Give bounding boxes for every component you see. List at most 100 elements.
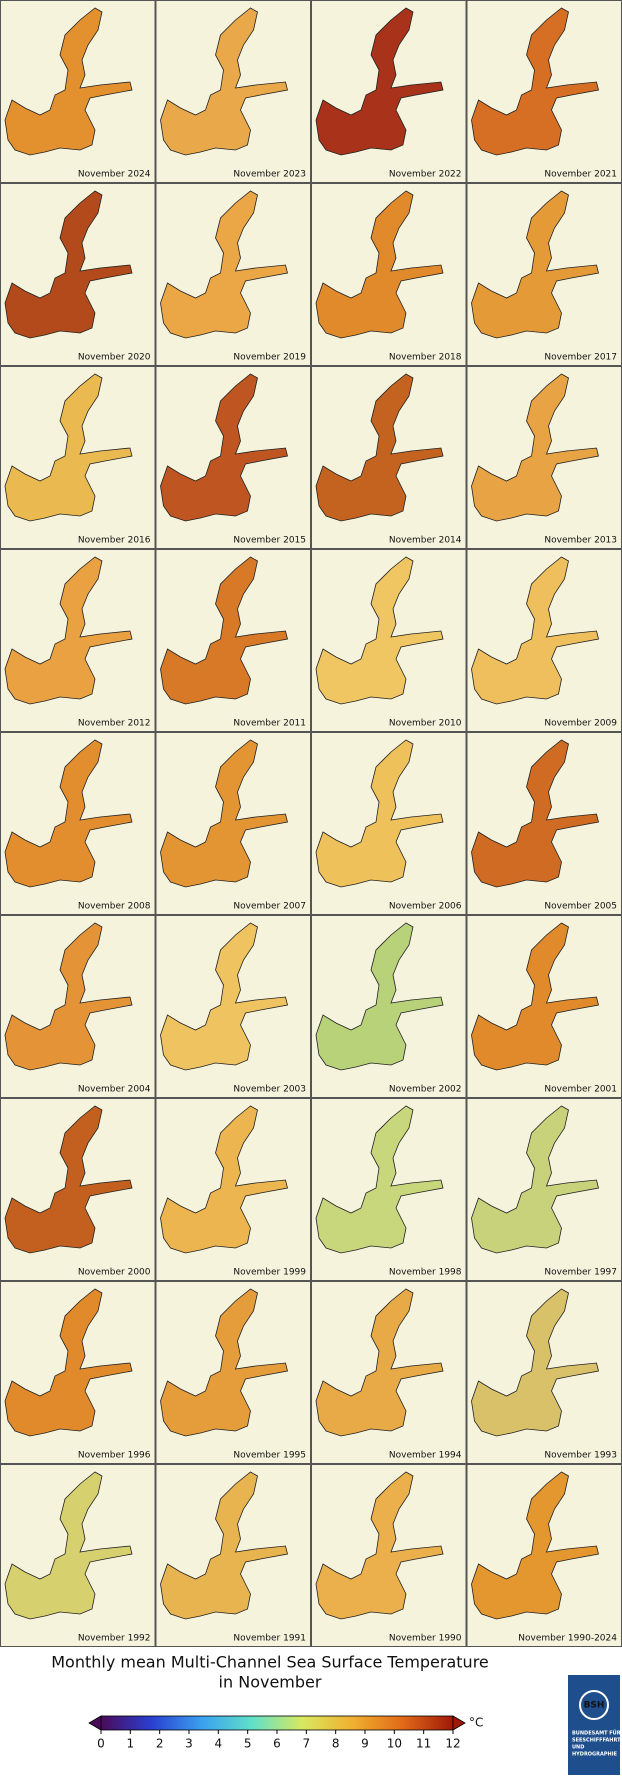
sea-area [160, 556, 288, 705]
panel-label: November 2004 [78, 1085, 151, 1095]
panel-label: November 1997 [544, 1268, 617, 1278]
panel-label: November 1991 [233, 1634, 306, 1644]
sea-area [4, 1105, 133, 1254]
sea-area [4, 190, 133, 339]
colorbar-tick-label: 10 [387, 1737, 402, 1751]
colorbar-tick-label: 12 [445, 1737, 460, 1751]
panel-label: November 2006 [389, 902, 462, 912]
map-panel: November 2024 [0, 0, 156, 183]
sea-area [160, 1471, 288, 1620]
map-panel: November 2023 [155, 0, 311, 183]
map-panel: November 2021 [466, 0, 622, 183]
panel-label: November 2011 [233, 719, 306, 729]
map-panel: November 1996 [0, 1281, 156, 1464]
map-panel: November 2022 [311, 0, 467, 183]
logo-text: SEESCHIFFFAHRT [572, 1738, 621, 1744]
map-panel: November 1997 [466, 1098, 622, 1281]
panel-label: November 2003 [233, 1085, 306, 1095]
map-panel: November 2014 [311, 366, 467, 549]
panel-label: November 2013 [544, 536, 617, 546]
map-panel: November 2005 [466, 732, 622, 915]
panel-label: November 2017 [544, 353, 617, 363]
logo-text: UND [572, 1745, 584, 1751]
panel-label: November 1995 [233, 1451, 306, 1461]
map-panel: November 1998 [311, 1098, 467, 1281]
map-panel: November 2002 [311, 915, 467, 1098]
sea-area [4, 556, 133, 705]
sea-area [471, 739, 599, 888]
panel-label: November 2019 [233, 353, 306, 363]
colorbar-tick-label: 2 [156, 1737, 164, 1751]
map-panel: November 2012 [0, 549, 156, 732]
panel-label: November 2009 [544, 719, 617, 729]
colorbar-tick-label: 6 [273, 1737, 281, 1751]
map-panel: November 2011 [155, 549, 311, 732]
colorbar-tick-label: 7 [303, 1737, 311, 1751]
colorbar-tick-label: 3 [185, 1737, 193, 1751]
colorbar-tick-label: 8 [332, 1737, 340, 1751]
sea-area [4, 373, 133, 522]
sea-area [471, 922, 599, 1071]
sea-area [4, 7, 133, 156]
sea-area [160, 1105, 288, 1254]
sea-area [315, 1288, 444, 1437]
map-panel: November 2010 [311, 549, 467, 732]
logo-text: BUNDESAMT FÜR [572, 1730, 621, 1737]
sea-area [315, 922, 444, 1071]
panel-label: November 2001 [544, 1085, 617, 1095]
map-panel: November 2016 [0, 366, 156, 549]
map-panel: November 1992 [0, 1464, 156, 1647]
sea-area [4, 1288, 133, 1437]
panel-label: November 2024 [78, 170, 151, 180]
panel-label: November 2023 [233, 170, 306, 180]
panel-label: November 2010 [389, 719, 462, 729]
sea-area [160, 922, 288, 1071]
legend-title: in November [219, 1673, 322, 1692]
sea-area [315, 1105, 444, 1254]
colorbar [100, 1715, 454, 1731]
panel-label: November 2012 [78, 719, 151, 729]
sea-area [160, 1288, 288, 1437]
sea-area [4, 1471, 133, 1620]
map-panel: November 1993 [466, 1281, 622, 1464]
map-panel: November 2015 [155, 366, 311, 549]
sea-area [315, 190, 444, 339]
panel-label: November 2007 [233, 902, 306, 912]
map-panel: November 1990-2024 [466, 1464, 622, 1647]
panel-label: November 2016 [78, 536, 151, 546]
colorbar-tick-label: 5 [244, 1737, 252, 1751]
map-panel: November 2020 [0, 183, 156, 366]
colorbar-tick-label: 11 [416, 1737, 431, 1751]
panel-label: November 1993 [544, 1451, 617, 1461]
sea-area [4, 739, 133, 888]
logo-text: HYDROGRAPHIE [572, 1752, 618, 1758]
logo-ring [579, 1690, 609, 1720]
colorbar-low-arrow [88, 1715, 102, 1731]
panel-label: November 1990-2024 [518, 1634, 617, 1644]
panel-label: November 1990 [389, 1634, 462, 1644]
map-panel: November 2018 [311, 183, 467, 366]
map-panel: November 1991 [155, 1464, 311, 1647]
sea-area [315, 1471, 444, 1620]
map-panel: November 2006 [311, 732, 467, 915]
map-panel: November 2007 [155, 732, 311, 915]
logo-mark: BSH [584, 1701, 605, 1711]
sea-area [4, 922, 133, 1071]
panel-label: November 1998 [389, 1268, 462, 1278]
colorbar-tick-label: 0 [97, 1737, 105, 1751]
sea-area [471, 1471, 599, 1620]
sea-area [471, 1105, 599, 1254]
map-panel: November 2004 [0, 915, 156, 1098]
map-panel: November 2000 [0, 1098, 156, 1281]
sea-area [471, 373, 599, 522]
panel-label: November 2021 [544, 170, 617, 180]
map-panel: November 2001 [466, 915, 622, 1098]
map-panel: November 2008 [0, 732, 156, 915]
panel-label: November 2002 [389, 1085, 462, 1095]
panel-label: November 1992 [78, 1634, 151, 1644]
map-panel: November 2013 [466, 366, 622, 549]
panel-label: November 2022 [389, 170, 462, 180]
panel-label: November 2008 [78, 902, 151, 912]
